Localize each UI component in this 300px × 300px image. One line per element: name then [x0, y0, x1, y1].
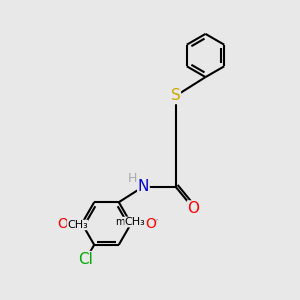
- Text: CH₃: CH₃: [124, 217, 146, 227]
- Text: methoxy: methoxy: [115, 217, 158, 227]
- Text: O: O: [145, 217, 156, 230]
- Text: O: O: [188, 201, 200, 216]
- Text: O: O: [57, 217, 68, 230]
- Text: Cl: Cl: [79, 252, 93, 267]
- Text: N: N: [138, 179, 149, 194]
- Text: O: O: [145, 217, 156, 230]
- Text: S: S: [171, 88, 180, 104]
- Text: CH₃: CH₃: [67, 220, 88, 230]
- Text: H: H: [127, 172, 137, 185]
